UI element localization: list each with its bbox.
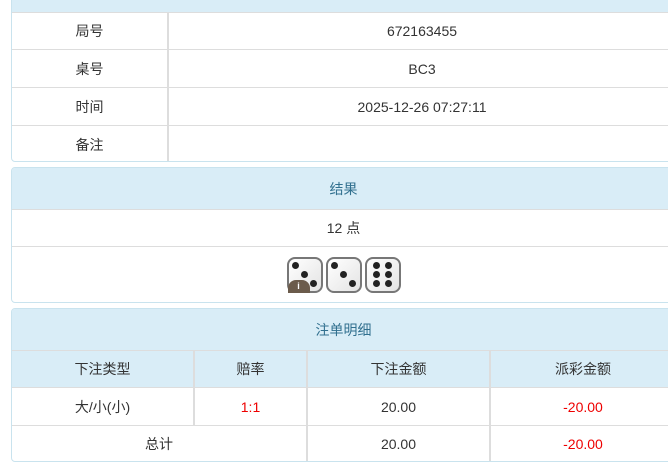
info-label: 桌号: [75, 60, 104, 77]
die-pip: [385, 271, 393, 278]
die-pip: [348, 279, 356, 287]
panel-header: [12, 0, 668, 12]
die-pip: [385, 279, 393, 287]
die-pip: [372, 271, 380, 278]
table-row: 大/小(小) 1:1 20.00 -20.00: [12, 387, 668, 425]
die-6-icon: [364, 256, 401, 293]
result-title: 结果: [12, 168, 668, 209]
col-bet-type: 下注类型: [74, 361, 131, 377]
die-3-icon: [325, 256, 362, 293]
die-pip: [385, 262, 393, 270]
info-icon[interactable]: i: [287, 279, 310, 293]
die-pip: [372, 279, 380, 287]
die-pip: [292, 262, 300, 270]
total-payout: -20.00: [489, 426, 668, 461]
die-pip: [309, 279, 317, 287]
info-value: BC3: [167, 50, 668, 87]
die-pip: [372, 262, 380, 270]
info-label: 局号: [75, 23, 104, 39]
die-pip: [331, 262, 339, 270]
info-row: 时间 2025-12-26 07:27:11: [12, 87, 668, 125]
bet-amount: 20.00: [306, 388, 489, 425]
total-amount: 20.00: [306, 426, 489, 461]
dice-group: i: [286, 256, 401, 293]
info-row: 备注: [12, 125, 668, 161]
info-label: 时间: [75, 98, 104, 115]
bet-type: 大/小(小): [74, 398, 131, 415]
total-label: 总计: [145, 436, 173, 452]
col-odds: 赔率: [193, 351, 306, 387]
total-row: 总计 20.00 -20.00: [12, 425, 668, 461]
payout: -20.00: [489, 388, 668, 425]
info-value: [167, 126, 668, 161]
bet-table-header: 下注类型 赔率 下注金额 派彩金额: [12, 350, 668, 387]
result-panel: 结果 12 点 i: [11, 167, 668, 303]
info-row: 局号 672163455: [12, 12, 668, 49]
info-value: 672163455: [167, 13, 668, 49]
die-pip: [340, 271, 347, 278]
round-info-panel: 局号 672163455 桌号 BC3 时间 2025-12-26 07:27:11 备注: [11, 0, 668, 162]
bet-details-title: 注单明细: [12, 309, 668, 350]
col-payout: 派彩金额: [489, 351, 668, 387]
info-value: 2025-12-26 07:27:11: [167, 88, 668, 125]
info-label: 备注: [75, 136, 104, 153]
result-points: 12 点: [326, 220, 361, 236]
die-pip: [301, 271, 308, 278]
odds: 1:1: [193, 388, 306, 425]
die-3-icon: i: [286, 256, 323, 293]
info-row: 桌号 BC3: [12, 49, 668, 87]
bet-details-panel: 注单明细 下注类型 赔率 下注金额 派彩金额 大/小(小) 1:1 20.00 …: [11, 308, 668, 462]
col-bet-amount: 下注金额: [306, 351, 489, 387]
